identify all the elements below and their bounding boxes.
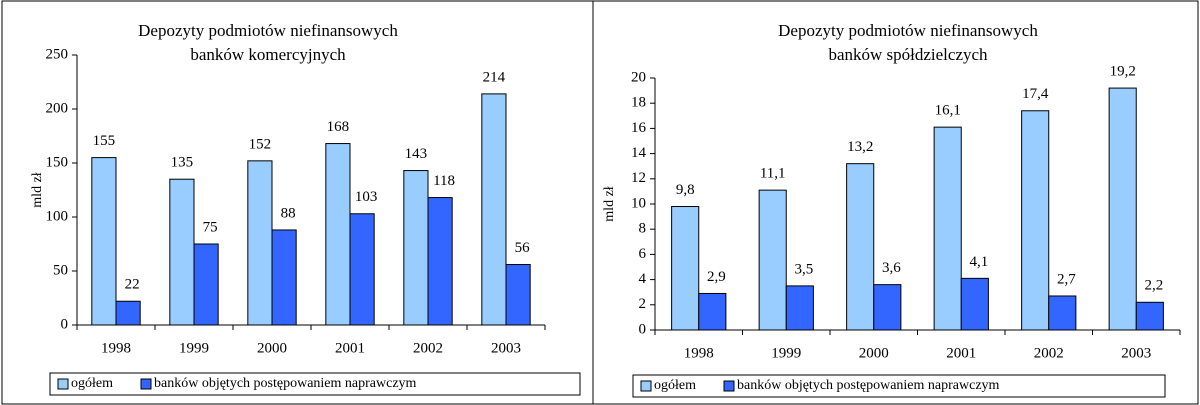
bar bbox=[933, 126, 962, 331]
x-tick-label: 2001 bbox=[946, 345, 976, 361]
bar bbox=[271, 229, 297, 326]
data-label: 118 bbox=[433, 173, 455, 189]
bar bbox=[960, 277, 989, 331]
chart-title: banków spółdzielczych bbox=[828, 45, 988, 64]
data-label: 155 bbox=[93, 133, 116, 149]
data-label: 152 bbox=[249, 136, 272, 152]
y-tick-label: 200 bbox=[46, 100, 69, 116]
y-tick-label: 12 bbox=[631, 170, 646, 186]
data-label: 135 bbox=[171, 155, 194, 171]
y-tick-label: 16 bbox=[631, 120, 647, 136]
bar bbox=[1021, 110, 1050, 331]
y-tick-label: 250 bbox=[46, 46, 69, 62]
legend-box bbox=[632, 374, 1166, 398]
bar bbox=[873, 284, 902, 331]
y-tick-label: 150 bbox=[46, 154, 69, 170]
bar bbox=[481, 93, 507, 326]
data-label: 13,2 bbox=[847, 139, 873, 155]
data-label: 3,6 bbox=[882, 260, 901, 276]
x-tick-label: 1999 bbox=[179, 340, 209, 356]
x-tick-label: 2001 bbox=[335, 340, 365, 356]
data-label: 3,5 bbox=[794, 261, 813, 277]
bar bbox=[758, 189, 787, 331]
data-label: 22 bbox=[125, 277, 140, 293]
data-label: 75 bbox=[203, 219, 218, 235]
bar bbox=[1048, 295, 1077, 331]
y-tick-label: 6 bbox=[639, 246, 647, 262]
y-tick-label: 2 bbox=[639, 296, 647, 312]
data-label: 88 bbox=[281, 205, 296, 221]
bar bbox=[1135, 301, 1164, 331]
y-tick-label: 50 bbox=[53, 262, 68, 278]
x-tick-label: 2002 bbox=[1034, 345, 1064, 361]
data-label: 9,8 bbox=[676, 182, 695, 198]
bar bbox=[427, 197, 453, 326]
data-label: 103 bbox=[355, 189, 378, 205]
bar bbox=[247, 160, 273, 326]
bar bbox=[671, 206, 700, 331]
x-tick-label: 1999 bbox=[771, 345, 801, 361]
data-label: 4,1 bbox=[969, 254, 988, 270]
data-label: 143 bbox=[405, 146, 428, 162]
legend-swatch bbox=[57, 378, 69, 390]
legend-swatch bbox=[140, 378, 152, 390]
data-label: 17,4 bbox=[1022, 86, 1049, 102]
legend-label: ogółem bbox=[71, 376, 113, 391]
y-tick-label: 8 bbox=[639, 221, 647, 237]
bar bbox=[325, 143, 351, 326]
legend-swatch bbox=[640, 380, 652, 392]
bar bbox=[169, 178, 195, 326]
chart-title: Depozyty podmiotów niefinansowych bbox=[138, 21, 398, 40]
chart-title: banków komercyjnych bbox=[190, 45, 346, 64]
y-tick-label: 100 bbox=[46, 208, 69, 224]
x-tick-label: 2003 bbox=[1121, 345, 1151, 361]
chart-title: Depozyty podmiotów niefinansowych bbox=[778, 21, 1038, 40]
x-tick-label: 2002 bbox=[413, 340, 443, 356]
data-label: 19,2 bbox=[1110, 64, 1136, 80]
legend-swatch bbox=[723, 380, 735, 392]
bar bbox=[193, 243, 219, 326]
data-label: 168 bbox=[327, 119, 350, 135]
x-tick-label: 2000 bbox=[859, 345, 889, 361]
x-tick-label: 1998 bbox=[684, 345, 714, 361]
data-label: 16,1 bbox=[935, 103, 961, 119]
data-label: 56 bbox=[515, 240, 531, 256]
y-tick-label: 18 bbox=[631, 95, 646, 111]
x-tick-label: 1998 bbox=[101, 340, 131, 356]
bar bbox=[1108, 87, 1137, 331]
legend-label: ogółem bbox=[654, 378, 696, 393]
x-tick-label: 2003 bbox=[491, 340, 521, 356]
bar bbox=[349, 213, 375, 326]
bar bbox=[698, 292, 727, 331]
y-tick-label: 4 bbox=[639, 271, 647, 287]
data-label: 214 bbox=[483, 69, 506, 85]
legend-label: banków objętych postępowaniem naprawczym bbox=[737, 378, 1000, 393]
bar bbox=[403, 170, 429, 326]
bar bbox=[505, 264, 531, 326]
bar bbox=[846, 163, 875, 331]
bar bbox=[785, 285, 814, 331]
y-tick-label: 14 bbox=[631, 145, 647, 161]
y-tick-label: 10 bbox=[631, 195, 646, 211]
data-label: 11,1 bbox=[760, 166, 786, 182]
data-label: 2,2 bbox=[1144, 278, 1163, 294]
y-tick-label: 0 bbox=[61, 316, 69, 332]
x-tick-label: 2000 bbox=[257, 340, 287, 356]
data-label: 2,7 bbox=[1057, 271, 1076, 287]
y-axis-label: mld zł bbox=[602, 186, 617, 221]
y-axis-label: mld zł bbox=[30, 172, 45, 207]
bar bbox=[91, 157, 117, 326]
bar bbox=[115, 300, 141, 326]
legend-label: banków objętych postępowaniem naprawczym bbox=[154, 376, 417, 391]
y-tick-label: 20 bbox=[631, 69, 646, 85]
y-tick-label: 0 bbox=[639, 321, 647, 337]
legend-box bbox=[49, 372, 581, 396]
data-label: 2,9 bbox=[707, 269, 726, 285]
